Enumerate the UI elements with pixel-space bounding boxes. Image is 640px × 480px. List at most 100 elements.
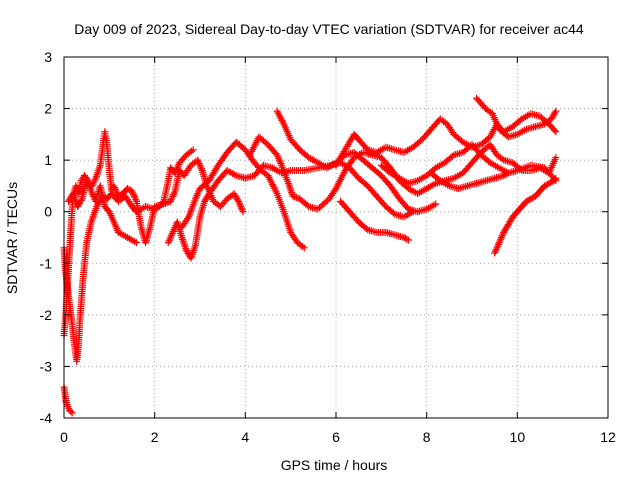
x-tick-label: 8 [423, 429, 431, 445]
data-point [88, 189, 96, 197]
data-point [128, 187, 136, 195]
data-point [491, 247, 499, 255]
series-track-10 [337, 197, 413, 244]
data-point [237, 203, 245, 211]
data-point [542, 181, 550, 189]
data-point [551, 109, 559, 117]
x-axis-label: GPS time / hours [281, 457, 388, 473]
data-point [130, 191, 138, 199]
y-tick-label: -4 [40, 410, 53, 426]
data-point [322, 198, 330, 206]
data-layer [60, 94, 560, 417]
y-tick-label: -3 [40, 358, 53, 374]
data-point [77, 196, 85, 204]
data-point [123, 185, 131, 193]
data-point [273, 151, 281, 159]
data-point [528, 194, 536, 202]
data-point [275, 154, 283, 162]
y-tick-label: 3 [44, 49, 52, 65]
data-point [198, 165, 206, 173]
x-tick-label: 12 [600, 429, 616, 445]
x-tick-label: 0 [60, 429, 68, 445]
data-point [238, 206, 246, 214]
data-point [68, 409, 76, 417]
data-point [545, 179, 553, 187]
data-point [495, 239, 503, 247]
data-point [112, 187, 120, 195]
data-point [125, 185, 133, 193]
series-track-4 [65, 174, 141, 247]
series-track-13 [473, 94, 560, 141]
data-point [552, 128, 560, 136]
data-point [300, 244, 308, 252]
data-point [111, 185, 119, 193]
data-point [314, 205, 322, 213]
data-point [525, 196, 533, 204]
data-point [191, 195, 199, 203]
data-point [500, 172, 508, 180]
data-point [275, 156, 283, 164]
data-point [168, 194, 176, 202]
data-point [497, 234, 505, 241]
data-point [67, 408, 75, 416]
data-point [522, 197, 530, 205]
data-point [197, 163, 205, 171]
data-point [432, 200, 440, 208]
data-point [291, 193, 299, 201]
data-point [292, 194, 300, 202]
data-point [317, 202, 325, 210]
data-point [160, 200, 168, 208]
data-point [496, 237, 504, 245]
data-point [184, 215, 192, 223]
data-point [552, 107, 560, 115]
series-track-14 [491, 174, 560, 257]
data-point [492, 246, 500, 254]
data-point [192, 193, 200, 201]
data-point [194, 156, 202, 164]
chart-title: Day 009 of 2023, Sidereal Day-to-day VTE… [74, 21, 584, 37]
data-point [235, 197, 243, 205]
data-point [167, 196, 175, 204]
data-point [131, 194, 139, 202]
data-point [544, 180, 552, 188]
series-track-3 [60, 128, 247, 339]
data-point [274, 153, 282, 161]
data-point [161, 199, 169, 207]
y-tick-label: -2 [40, 307, 53, 323]
data-point [189, 146, 197, 154]
data-point [238, 204, 246, 212]
data-point [236, 201, 244, 209]
data-point [167, 197, 175, 205]
data-point [493, 244, 501, 252]
data-point [174, 162, 182, 170]
data-point [110, 182, 118, 190]
data-point [169, 192, 177, 200]
x-tick-label: 6 [332, 429, 340, 445]
data-point [547, 178, 555, 186]
data-point [494, 240, 502, 248]
data-point [277, 160, 285, 168]
data-point [194, 188, 202, 196]
data-point [193, 191, 201, 199]
y-tick-label: 1 [44, 152, 52, 168]
data-point [170, 189, 178, 197]
data-point [405, 236, 413, 244]
data-point [195, 160, 203, 168]
data-point [527, 195, 535, 203]
data-point [494, 242, 502, 250]
data-point [551, 126, 559, 134]
y-tick-label: 0 [44, 204, 52, 220]
series-track-12 [427, 169, 512, 193]
data-point [315, 204, 323, 212]
data-point [499, 230, 507, 238]
data-point [497, 235, 505, 243]
series-track-2 [60, 146, 197, 365]
data-point [234, 196, 242, 204]
data-point [552, 174, 560, 182]
x-tick-label: 4 [241, 429, 249, 445]
data-point [498, 232, 506, 240]
data-point [132, 196, 140, 204]
